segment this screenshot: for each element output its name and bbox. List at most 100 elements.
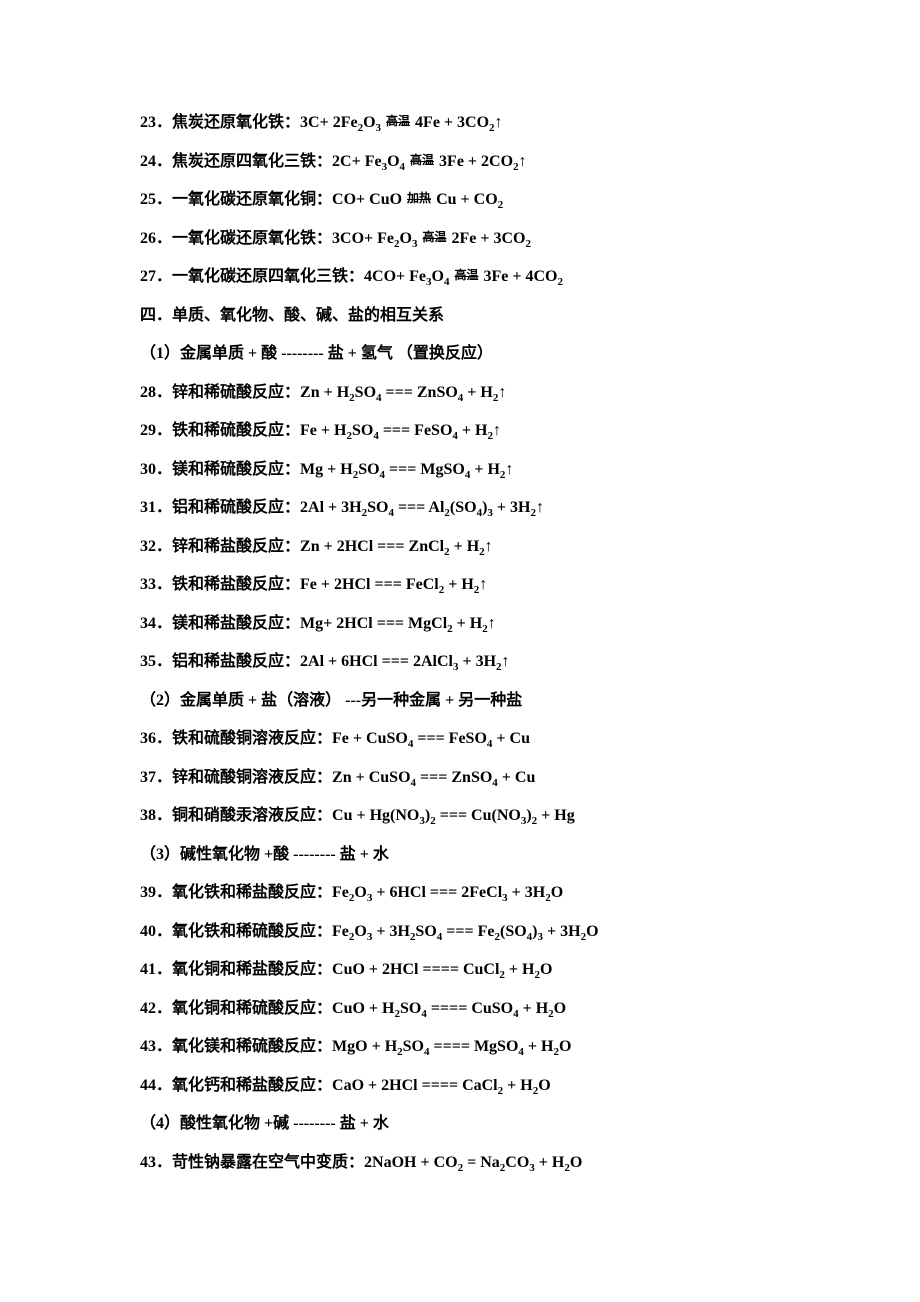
heading-text: 四．单质、氧化物、酸、碱、盐的相互关系: [140, 307, 444, 324]
equation-line: 32．锌和稀盐酸反应：Zn + 2HCl === ZnCl2 + H2↑: [140, 539, 920, 555]
equation: 2NaOH + CO2 = Na2CO3 + H2O: [364, 1154, 582, 1171]
equation-line: 31．铝和稀硫酸反应：2Al + 3H2SO4 === Al2(SO4)3 + …: [140, 500, 920, 516]
item-number: 35．: [140, 653, 172, 670]
equation-line: 26．一氧化碳还原氧化铁：3CO+ Fe2O3 高温 2Fe + 3CO2: [140, 231, 920, 247]
equation-line: 36．铁和硫酸铜溶液反应：Fe + CuSO4 === FeSO4 + Cu: [140, 731, 920, 747]
equation-line: 30．镁和稀硫酸反应：Mg + H2SO4 === MgSO4 + H2↑: [140, 462, 920, 478]
equation: 2Al + 3H2SO4 === Al2(SO4)3 + 3H2↑: [300, 499, 544, 516]
item-number: 38．: [140, 807, 172, 824]
equation: Fe2O3 + 6HCl === 2FeCl3 + 3H2O: [332, 884, 563, 901]
reaction-name: 苛性钠暴露在空气中变质：: [172, 1154, 364, 1171]
heading-line: 四．单质、氧化物、酸、碱、盐的相互关系: [140, 308, 920, 324]
item-number: 31．: [140, 499, 172, 516]
reaction-name: 氧化钙和稀盐酸反应：: [172, 1077, 332, 1094]
item-number: 32．: [140, 538, 172, 555]
equation-line: 28．锌和稀硫酸反应：Zn + H2SO4 === ZnSO4 + H2↑: [140, 385, 920, 401]
heading-text: （3）碱性氧化物 +酸 -------- 盐 + 水: [140, 846, 389, 863]
equation-line: 43．苛性钠暴露在空气中变质：2NaOH + CO2 = Na2CO3 + H2…: [140, 1155, 920, 1171]
reaction-name: 镁和稀盐酸反应：: [172, 615, 300, 632]
item-number: 29．: [140, 422, 172, 439]
reaction-name: 铁和稀硫酸反应：: [172, 422, 300, 439]
reaction-name: 氧化铁和稀硫酸反应：: [172, 923, 332, 940]
equation-line: 35．铝和稀盐酸反应：2Al + 6HCl === 2AlCl3 + 3H2↑: [140, 654, 920, 670]
equation-line: 23．焦炭还原氧化铁：3C+ 2Fe2O3 高温 4Fe + 3CO2↑: [140, 115, 920, 131]
equation: Cu + Hg(NO3)2 === Cu(NO3)2 + Hg: [332, 807, 575, 824]
equation: CuO + H2SO4 ==== CuSO4 + H2O: [332, 1000, 566, 1017]
item-number: 25．: [140, 191, 172, 208]
page: 23．焦炭还原氧化铁：3C+ 2Fe2O3 高温 4Fe + 3CO2↑24．焦…: [0, 0, 920, 1302]
equation: 4CO+ Fe3O4 高温 3Fe + 4CO2: [364, 268, 563, 285]
item-number: 44．: [140, 1077, 172, 1094]
equation: Zn + 2HCl === ZnCl2 + H2↑: [300, 538, 493, 555]
item-number: 41．: [140, 961, 172, 978]
equation: 2C+ Fe3O4 高温 3Fe + 2CO2↑: [332, 153, 527, 170]
equation-line: 41．氧化铜和稀盐酸反应：CuO + 2HCl ==== CuCl2 + H2O: [140, 962, 920, 978]
equation-line: 33．铁和稀盐酸反应：Fe + 2HCl === FeCl2 + H2↑: [140, 577, 920, 593]
equation: CaO + 2HCl ==== CaCl2 + H2O: [332, 1077, 551, 1094]
heading-text: （4）酸性氧化物 +碱 -------- 盐 + 水: [140, 1115, 389, 1132]
equation: Fe2O3 + 3H2SO4 === Fe2(SO4)3 + 3H2O: [332, 923, 598, 940]
equation-line: 29．铁和稀硫酸反应：Fe + H2SO4 === FeSO4 + H2↑: [140, 423, 920, 439]
reaction-name: 焦炭还原四氧化三铁：: [172, 153, 332, 170]
equation-line: 25．一氧化碳还原氧化铜：CO+ CuO 加热 Cu + CO2: [140, 192, 920, 208]
equation-line: 38．铜和硝酸汞溶液反应：Cu + Hg(NO3)2 === Cu(NO3)2 …: [140, 808, 920, 824]
reaction-name: 镁和稀硫酸反应：: [172, 461, 300, 478]
reaction-name: 铝和稀盐酸反应：: [172, 653, 300, 670]
equation: 3CO+ Fe2O3 高温 2Fe + 3CO2: [332, 230, 531, 247]
reaction-name: 一氧化碳还原四氧化三铁：: [172, 268, 364, 285]
equation: Zn + H2SO4 === ZnSO4 + H2↑: [300, 384, 506, 401]
item-number: 27．: [140, 268, 172, 285]
equation: Fe + 2HCl === FeCl2 + H2↑: [300, 576, 487, 593]
reaction-name: 铁和稀盐酸反应：: [172, 576, 300, 593]
heading-line: （3）碱性氧化物 +酸 -------- 盐 + 水: [140, 847, 920, 863]
equation-line: 40．氧化铁和稀硫酸反应：Fe2O3 + 3H2SO4 === Fe2(SO4)…: [140, 924, 920, 940]
content-list: 23．焦炭还原氧化铁：3C+ 2Fe2O3 高温 4Fe + 3CO2↑24．焦…: [140, 115, 920, 1171]
heading-line: （1）金属单质 + 酸 -------- 盐 + 氢气 （置换反应）: [140, 346, 920, 362]
equation: MgO + H2SO4 ==== MgSO4 + H2O: [332, 1038, 571, 1055]
reaction-name: 一氧化碳还原氧化铁：: [172, 230, 332, 247]
item-number: 43．: [140, 1038, 172, 1055]
equation: Fe + CuSO4 === FeSO4 + Cu: [332, 730, 530, 747]
reaction-name: 焦炭还原氧化铁：: [172, 114, 300, 131]
equation-line: 24．焦炭还原四氧化三铁：2C+ Fe3O4 高温 3Fe + 2CO2↑: [140, 154, 920, 170]
equation: Zn + CuSO4 === ZnSO4 + Cu: [332, 769, 535, 786]
item-number: 42．: [140, 1000, 172, 1017]
reaction-name: 锌和稀硫酸反应：: [172, 384, 300, 401]
item-number: 37．: [140, 769, 172, 786]
reaction-name: 一氧化碳还原氧化铜：: [172, 191, 332, 208]
reaction-name: 氧化铁和稀盐酸反应：: [172, 884, 332, 901]
item-number: 30．: [140, 461, 172, 478]
equation-line: 34．镁和稀盐酸反应：Mg+ 2HCl === MgCl2 + H2↑: [140, 616, 920, 632]
reaction-name: 氧化铜和稀盐酸反应：: [172, 961, 332, 978]
item-number: 40．: [140, 923, 172, 940]
equation: CO+ CuO 加热 Cu + CO2: [332, 191, 503, 208]
item-number: 33．: [140, 576, 172, 593]
equation-line: 37．锌和硫酸铜溶液反应：Zn + CuSO4 === ZnSO4 + Cu: [140, 770, 920, 786]
equation: Mg+ 2HCl === MgCl2 + H2↑: [300, 615, 496, 632]
reaction-name: 氧化铜和稀硫酸反应：: [172, 1000, 332, 1017]
equation: Fe + H2SO4 === FeSO4 + H2↑: [300, 422, 501, 439]
reaction-name: 铜和硝酸汞溶液反应：: [172, 807, 332, 824]
heading-text: （1）金属单质 + 酸 -------- 盐 + 氢气 （置换反应）: [140, 345, 493, 362]
reaction-name: 氧化镁和稀硫酸反应：: [172, 1038, 332, 1055]
item-number: 43．: [140, 1154, 172, 1171]
item-number: 34．: [140, 615, 172, 632]
heading-line: （2）金属单质 + 盐（溶液） ---另一种金属 + 另一种盐: [140, 693, 920, 709]
item-number: 23．: [140, 114, 172, 131]
equation-line: 43．氧化镁和稀硫酸反应：MgO + H2SO4 ==== MgSO4 + H2…: [140, 1039, 920, 1055]
equation: CuO + 2HCl ==== CuCl2 + H2O: [332, 961, 552, 978]
equation: 3C+ 2Fe2O3 高温 4Fe + 3CO2↑: [300, 114, 503, 131]
reaction-name: 铝和稀硫酸反应：: [172, 499, 300, 516]
equation-line: 39．氧化铁和稀盐酸反应：Fe2O3 + 6HCl === 2FeCl3 + 3…: [140, 885, 920, 901]
heading-line: （4）酸性氧化物 +碱 -------- 盐 + 水: [140, 1116, 920, 1132]
equation-line: 42．氧化铜和稀硫酸反应：CuO + H2SO4 ==== CuSO4 + H2…: [140, 1001, 920, 1017]
equation: 2Al + 6HCl === 2AlCl3 + 3H2↑: [300, 653, 509, 670]
equation-line: 44．氧化钙和稀盐酸反应：CaO + 2HCl ==== CaCl2 + H2O: [140, 1078, 920, 1094]
item-number: 26．: [140, 230, 172, 247]
item-number: 36．: [140, 730, 172, 747]
item-number: 24．: [140, 153, 172, 170]
reaction-name: 锌和硫酸铜溶液反应：: [172, 769, 332, 786]
heading-text: （2）金属单质 + 盐（溶液） ---另一种金属 + 另一种盐: [140, 692, 522, 709]
item-number: 28．: [140, 384, 172, 401]
reaction-name: 铁和硫酸铜溶液反应：: [172, 730, 332, 747]
